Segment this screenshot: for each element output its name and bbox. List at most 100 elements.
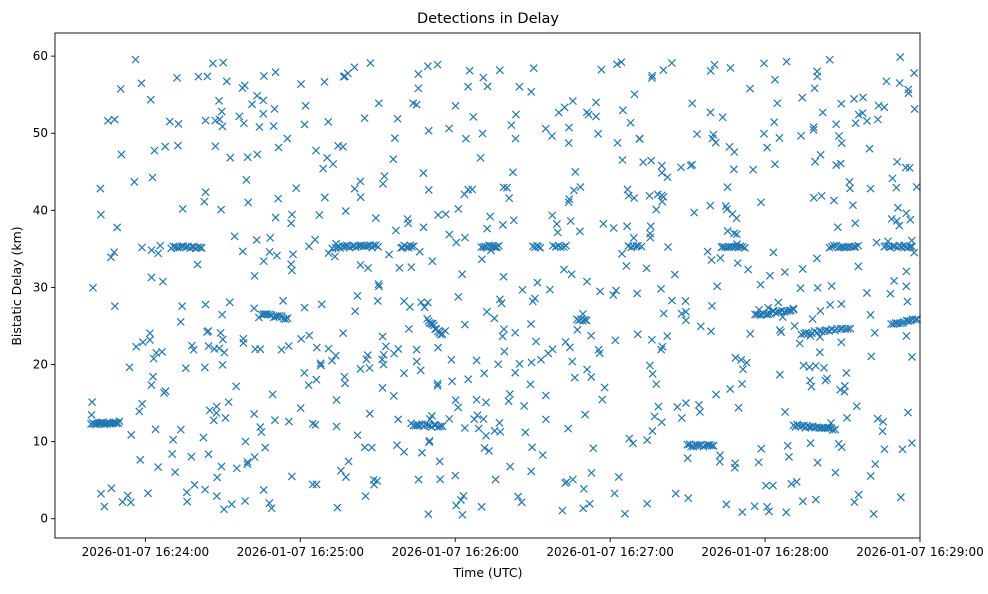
data-point [392, 441, 402, 450]
data-point [350, 184, 359, 193]
data-point [351, 307, 360, 316]
data-point [485, 446, 494, 456]
data-point [161, 387, 170, 396]
data-point [829, 196, 838, 205]
data-point [526, 319, 536, 329]
data-point [646, 233, 655, 242]
data-point [564, 139, 573, 148]
data-point [722, 500, 731, 509]
data-point [284, 417, 293, 426]
data-point [541, 415, 550, 424]
data-point [809, 125, 818, 134]
data-point [176, 317, 185, 326]
data-point [746, 84, 755, 93]
data-point [681, 399, 690, 408]
data-point [283, 134, 292, 143]
data-point [165, 117, 174, 126]
data-point [816, 150, 825, 159]
data-point [482, 307, 491, 316]
data-point [904, 85, 913, 94]
data-point [775, 326, 784, 335]
data-point [650, 412, 659, 421]
data-point [419, 223, 428, 232]
data-point [447, 355, 456, 364]
data-point [892, 216, 901, 225]
data-point [154, 249, 163, 258]
data-point [341, 473, 350, 482]
data-point [824, 423, 834, 432]
data-point [647, 335, 656, 344]
data-point [474, 424, 483, 433]
data-point [356, 260, 365, 269]
data-point [526, 380, 535, 389]
data-point [103, 116, 113, 125]
data-point [613, 138, 622, 147]
data-point [548, 211, 557, 220]
data-point [887, 214, 896, 223]
data-point [364, 264, 373, 273]
x-axis-label: Time (UTC) [452, 565, 522, 580]
data-point [658, 342, 667, 351]
data-point [670, 270, 679, 279]
data-point [826, 300, 835, 309]
data-point [736, 242, 745, 251]
data-point [686, 161, 695, 170]
data-point [854, 262, 863, 271]
data-point [208, 59, 217, 68]
data-point [732, 214, 741, 223]
data-point [677, 414, 686, 423]
data-point [226, 153, 235, 162]
data-point [569, 186, 578, 195]
data-point [235, 112, 244, 121]
data-point [412, 357, 421, 366]
data-point [617, 58, 626, 67]
data-point [266, 233, 275, 242]
data-point [445, 124, 454, 133]
data-point [421, 420, 430, 429]
data-point [378, 355, 387, 364]
data-point [805, 376, 815, 385]
data-point [854, 490, 863, 499]
data-point [138, 399, 147, 408]
data-point [706, 201, 715, 210]
data-point [628, 439, 638, 448]
data-point [744, 265, 753, 274]
data-point [472, 356, 481, 365]
data-point [441, 210, 450, 219]
data-point [308, 419, 317, 428]
data-point [749, 165, 758, 174]
data-point [417, 298, 426, 307]
data-point [527, 467, 536, 476]
data-point [709, 441, 718, 450]
data-point [477, 255, 486, 264]
data-point [904, 408, 913, 417]
data-point [219, 58, 228, 67]
data-point [581, 315, 590, 324]
data-point [565, 195, 574, 204]
data-point [869, 509, 878, 518]
data-point [809, 193, 818, 202]
data-point [850, 498, 859, 507]
data-point [511, 134, 520, 143]
data-point [828, 425, 837, 434]
data-point [521, 428, 530, 437]
data-point [332, 422, 341, 431]
data-point [297, 334, 306, 343]
data-point [880, 103, 889, 112]
data-point [200, 197, 209, 206]
data-point [201, 300, 210, 309]
data-point [212, 492, 221, 501]
data-point [123, 491, 132, 500]
data-point [323, 153, 332, 162]
data-point [583, 365, 592, 374]
data-point [781, 407, 790, 416]
data-point [902, 331, 911, 340]
data-point [770, 160, 779, 169]
data-point [274, 194, 283, 203]
data-point [764, 303, 773, 312]
data-point [706, 66, 715, 76]
data-point [161, 142, 170, 151]
data-point [125, 363, 134, 372]
data-point [620, 509, 629, 518]
data-point [568, 357, 577, 366]
